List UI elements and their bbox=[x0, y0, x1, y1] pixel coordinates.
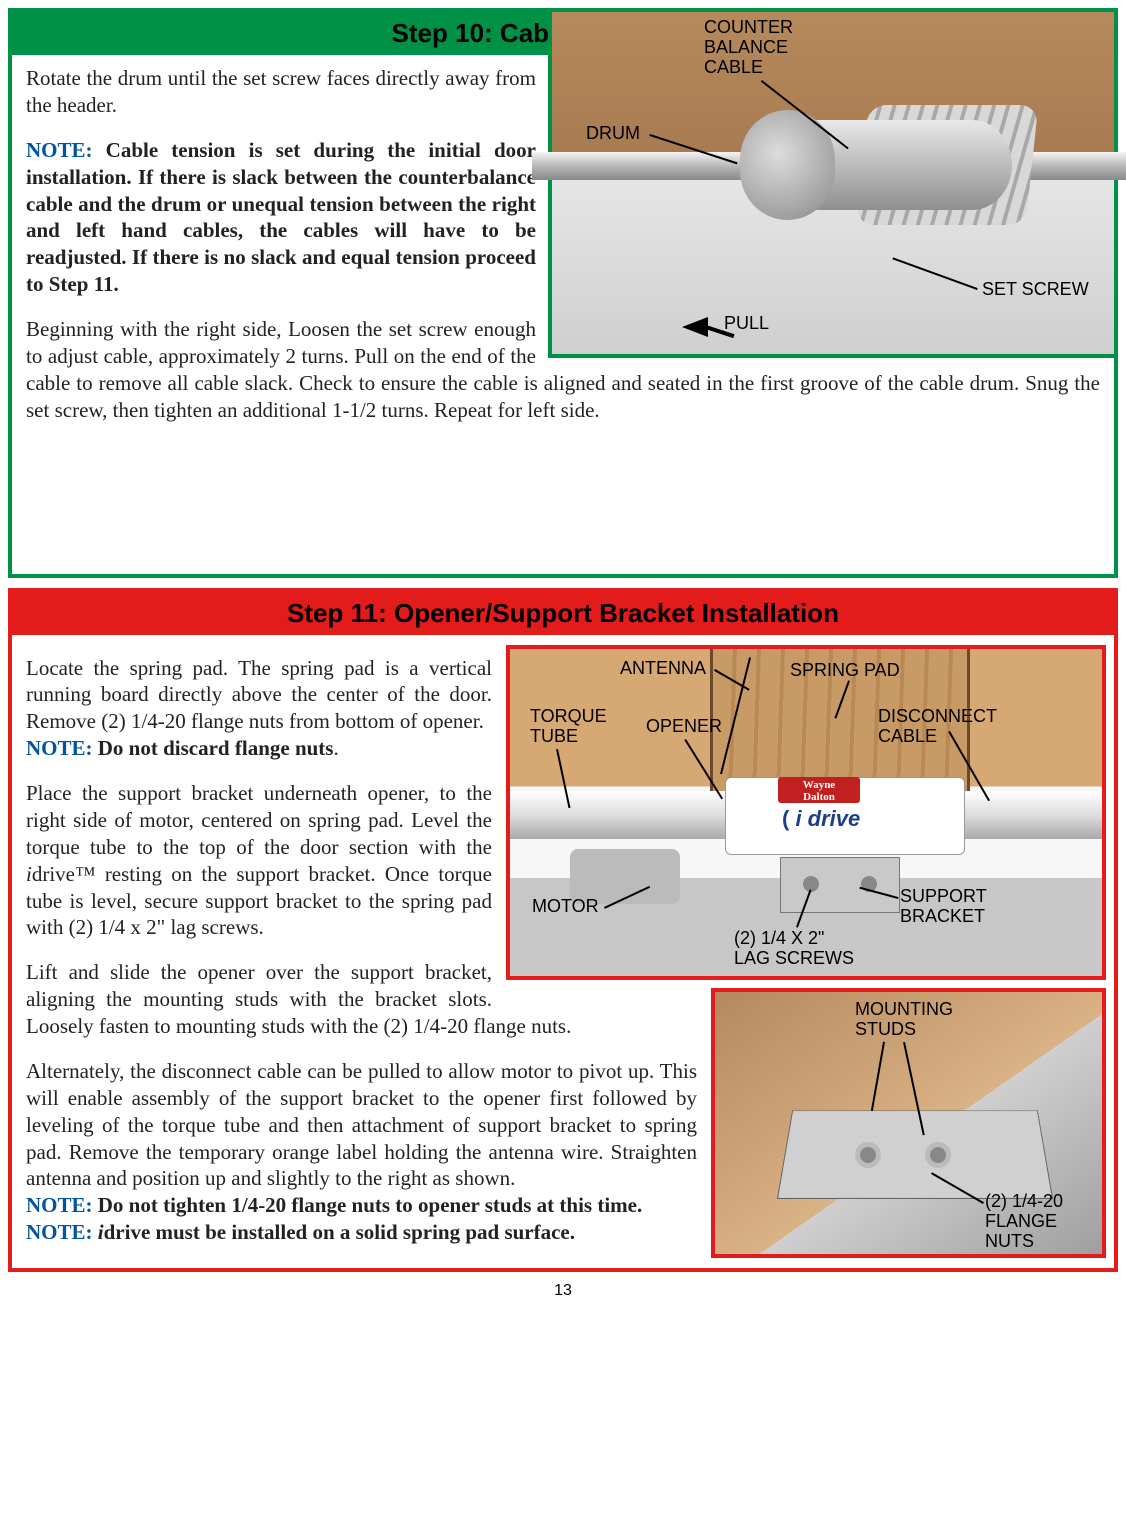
step-11-figure-main: Wayne Dalton ( i drive ANTENNA SPRING PA… bbox=[506, 645, 1106, 980]
label-lag2: LAG SCREWS bbox=[734, 949, 854, 968]
support-bracket-illustration bbox=[780, 857, 900, 913]
wayne-dalton-logo: Wayne Dalton bbox=[778, 777, 860, 803]
label-drum: DRUM bbox=[586, 124, 640, 143]
p4-note1-label: NOTE: bbox=[26, 1193, 98, 1217]
p4-note2-label: NOTE: bbox=[26, 1220, 98, 1244]
label-opener: OPENER bbox=[646, 717, 722, 736]
p1-note-label: NOTE: bbox=[26, 736, 98, 760]
label-springpad: SPRING PAD bbox=[790, 661, 900, 680]
label-torque1: TORQUE bbox=[530, 707, 607, 726]
logo-line1: Wayne bbox=[803, 779, 835, 791]
p1a: Locate the spring pad. The spring pad is… bbox=[26, 656, 492, 734]
step-10-body: DRUM COUNTER BALANCE CABLE PULL SET SCRE… bbox=[12, 55, 1114, 574]
label-torque2: TUBE bbox=[530, 727, 578, 746]
label-antenna: ANTENNA bbox=[620, 659, 706, 678]
page-number: 13 bbox=[8, 1282, 1118, 1300]
step-11-body: Wayne Dalton ( i drive ANTENNA SPRING PA… bbox=[12, 635, 1114, 1268]
p2-pre: Place the support bracket underneath ope… bbox=[26, 781, 492, 859]
p1-note: Do not discard flange nuts bbox=[98, 736, 334, 760]
label-cb1: COUNTER bbox=[704, 18, 793, 37]
label-sup2: BRACKET bbox=[900, 907, 985, 926]
note-label: NOTE: bbox=[26, 138, 106, 162]
step-11-header: Step 11: Opener/Support Bracket Installa… bbox=[12, 592, 1114, 635]
p4-note1: Do not tighten 1/4-20 flange nuts to ope… bbox=[98, 1193, 642, 1217]
leader-mount-a bbox=[871, 1041, 885, 1110]
label-disc2: CABLE bbox=[878, 727, 937, 746]
label-sup1: SUPPORT bbox=[900, 887, 987, 906]
step-10-figure: DRUM COUNTER BALANCE CABLE PULL SET SCRE… bbox=[548, 8, 1118, 358]
stud-icon bbox=[855, 1142, 881, 1168]
mounting-plate-illustration bbox=[777, 1110, 1053, 1199]
p4-note2-post: drive must be installed on a solid sprin… bbox=[104, 1220, 575, 1244]
label-cb3: CABLE bbox=[704, 58, 763, 77]
label-fl3: NUTS bbox=[985, 1232, 1034, 1251]
p2-idrive-rest: drive™ bbox=[32, 862, 105, 886]
pull-arrow-icon bbox=[682, 317, 708, 337]
stud-icon bbox=[925, 1142, 951, 1168]
label-pull: PULL bbox=[724, 314, 769, 333]
label-fl2: FLANGE bbox=[985, 1212, 1057, 1231]
leader-setscrew bbox=[892, 258, 977, 290]
label-lag1: (2) 1/4 X 2" bbox=[734, 929, 824, 948]
step-11-block: Step 11: Opener/Support Bracket Installa… bbox=[8, 588, 1118, 1272]
idrive-logo: ( i drive bbox=[782, 806, 860, 832]
label-motor: MOTOR bbox=[532, 897, 599, 916]
logo-line2: Dalton bbox=[803, 791, 835, 803]
step-11-figure-detail: MOUNTING STUDS (2) 1/4-20 FLANGE NUTS bbox=[711, 988, 1106, 1258]
label-mount1: MOUNTING bbox=[855, 1000, 953, 1019]
label-disc1: DISCONNECT bbox=[878, 707, 997, 726]
p4-text: Alternately, the disconnect cable can be… bbox=[26, 1059, 697, 1191]
label-fl1: (2) 1/4-20 bbox=[985, 1192, 1063, 1211]
drum-illustration bbox=[752, 90, 1012, 240]
label-mount2: STUDS bbox=[855, 1020, 916, 1039]
label-cb2: BALANCE bbox=[704, 38, 788, 57]
step-10-block: Step 10: Cable Adjustments DRUM COUNTER … bbox=[8, 8, 1118, 578]
label-setscrew: SET SCREW bbox=[982, 280, 1089, 299]
